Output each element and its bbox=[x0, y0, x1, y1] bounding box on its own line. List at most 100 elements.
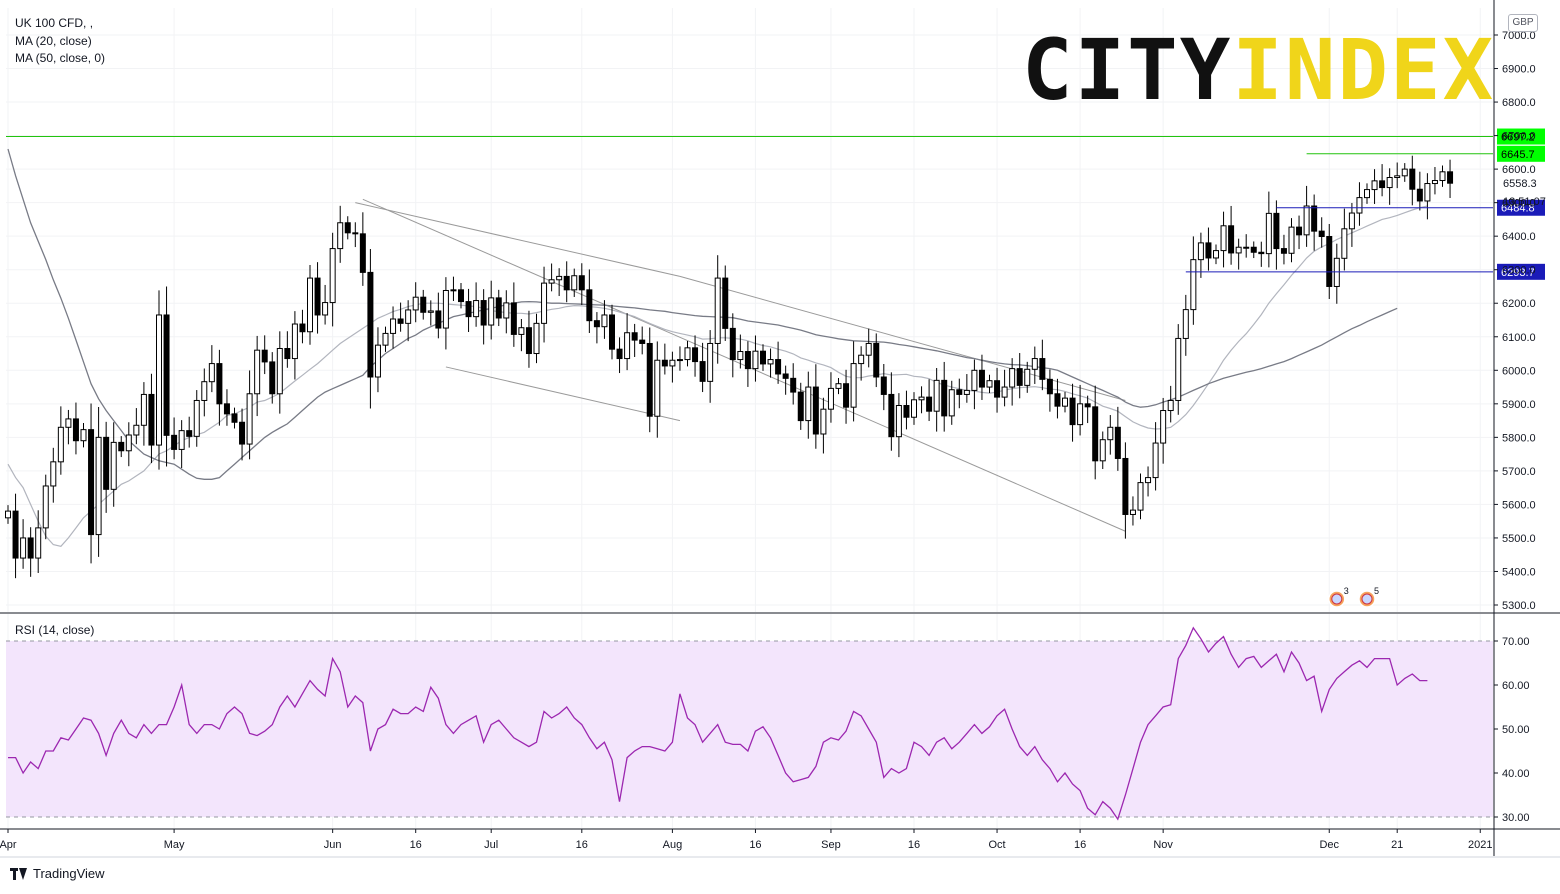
candle bbox=[1416, 171, 1423, 211]
candle bbox=[1107, 415, 1114, 455]
candle bbox=[503, 290, 510, 334]
candle-body bbox=[541, 282, 548, 324]
candle-body bbox=[639, 339, 646, 344]
tradingview-footer[interactable]: TradingView bbox=[10, 866, 105, 881]
candle-body bbox=[1356, 197, 1363, 214]
candle-body bbox=[412, 296, 419, 311]
candle bbox=[586, 269, 593, 334]
candle-body bbox=[1228, 225, 1235, 254]
candle-body bbox=[1160, 410, 1167, 444]
candle-body bbox=[1273, 212, 1280, 250]
brand-city: CITY bbox=[1022, 21, 1233, 119]
candle bbox=[1016, 353, 1023, 399]
currency-badge[interactable]: GBP bbox=[1508, 14, 1538, 32]
candle bbox=[518, 318, 525, 352]
level-tag bbox=[1497, 145, 1545, 162]
candle bbox=[1371, 169, 1378, 204]
candle-body bbox=[35, 527, 42, 559]
candle-body bbox=[1046, 378, 1053, 395]
candle bbox=[737, 334, 744, 369]
candle bbox=[254, 335, 261, 417]
countdown-label: 13:51:07 bbox=[1503, 196, 1546, 208]
candle-body bbox=[1386, 177, 1393, 189]
candle-body bbox=[624, 332, 631, 360]
candle bbox=[1152, 422, 1159, 491]
candle bbox=[827, 372, 834, 423]
candle bbox=[390, 306, 397, 349]
level-tag bbox=[1497, 128, 1545, 145]
candle-body bbox=[1341, 228, 1348, 259]
time-tick-label: Jun bbox=[324, 839, 342, 851]
rsi-line bbox=[8, 626, 1428, 821]
rsi-band bbox=[6, 640, 1493, 818]
candle-body bbox=[1394, 175, 1401, 179]
candle bbox=[246, 370, 253, 460]
candle-body bbox=[163, 314, 170, 436]
candle bbox=[1348, 202, 1355, 247]
symbol-title: UK 100 CFD, , bbox=[15, 16, 94, 30]
candle-body bbox=[1296, 226, 1303, 236]
candle bbox=[314, 262, 321, 334]
candle-body bbox=[382, 332, 389, 346]
candle-body bbox=[1401, 168, 1408, 177]
candle bbox=[1039, 339, 1046, 391]
candle bbox=[57, 406, 64, 475]
candle-body bbox=[827, 387, 834, 410]
candle bbox=[231, 407, 238, 429]
candle bbox=[556, 268, 563, 297]
time-tick-label: 21 bbox=[1391, 839, 1403, 851]
candle-body bbox=[1092, 406, 1099, 462]
candle bbox=[1024, 361, 1031, 393]
candle bbox=[1031, 346, 1038, 384]
candle-body bbox=[231, 413, 238, 423]
candle bbox=[1409, 155, 1416, 206]
price-tick-label: 6000.0 bbox=[1502, 365, 1536, 377]
candle bbox=[1326, 223, 1333, 299]
candle bbox=[269, 352, 276, 404]
time-tick-label: Jul bbox=[484, 839, 498, 851]
candle bbox=[65, 409, 72, 445]
candle bbox=[548, 263, 555, 292]
candle bbox=[1069, 383, 1076, 442]
candle bbox=[458, 283, 464, 309]
candle bbox=[261, 335, 268, 375]
candle bbox=[1447, 159, 1454, 198]
rsi-tick-label: 60.00 bbox=[1502, 680, 1530, 692]
candle-body bbox=[352, 232, 359, 235]
candle-body bbox=[186, 430, 193, 437]
candle-body bbox=[1084, 403, 1091, 408]
candle bbox=[1318, 217, 1325, 248]
candle bbox=[201, 368, 208, 417]
candle-body bbox=[714, 277, 721, 344]
candle bbox=[1092, 385, 1099, 480]
candle bbox=[382, 326, 389, 352]
candle-body bbox=[88, 429, 95, 536]
price-tick-label: 5400.0 bbox=[1502, 566, 1536, 578]
candle-body bbox=[450, 289, 457, 292]
candle-body bbox=[1265, 212, 1272, 255]
candle-body bbox=[480, 300, 487, 326]
candle-body bbox=[80, 429, 87, 442]
candle bbox=[488, 280, 495, 340]
tradingview-label: TradingView bbox=[33, 866, 105, 881]
candle-body bbox=[435, 310, 442, 329]
candle-body bbox=[12, 510, 19, 559]
rsi-pane bbox=[8, 626, 1428, 821]
candle-body bbox=[533, 322, 540, 355]
candle-body bbox=[156, 314, 162, 446]
event-badge: 5 bbox=[1358, 586, 1379, 608]
candle-body bbox=[797, 391, 804, 422]
candle bbox=[397, 302, 404, 332]
candle bbox=[616, 337, 623, 374]
candle bbox=[329, 232, 336, 327]
candle-body bbox=[148, 393, 155, 446]
candle-body bbox=[133, 424, 140, 436]
candle bbox=[775, 341, 782, 384]
candle bbox=[1424, 173, 1431, 220]
candle bbox=[171, 417, 178, 460]
candle-body bbox=[223, 403, 230, 415]
candle bbox=[223, 389, 230, 426]
candle bbox=[148, 373, 155, 464]
candle bbox=[1213, 244, 1219, 265]
